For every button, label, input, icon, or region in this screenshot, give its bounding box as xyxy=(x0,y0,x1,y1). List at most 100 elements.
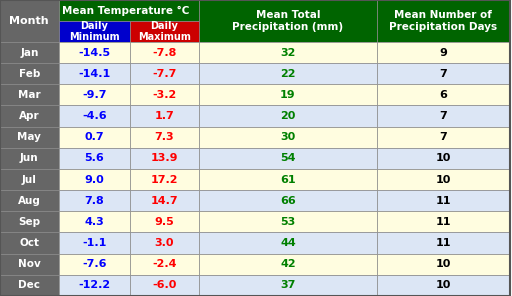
Text: 11: 11 xyxy=(436,196,451,206)
Text: 13.9: 13.9 xyxy=(151,153,178,163)
Bar xyxy=(58,190,130,211)
Text: 32: 32 xyxy=(280,48,295,57)
Bar xyxy=(130,84,199,105)
Bar xyxy=(199,232,377,254)
Bar xyxy=(130,211,199,232)
Text: 17.2: 17.2 xyxy=(151,175,178,185)
Bar xyxy=(58,0,199,21)
Bar xyxy=(58,127,130,148)
Bar xyxy=(199,211,377,232)
Text: 14.7: 14.7 xyxy=(151,196,178,206)
Text: -1.1: -1.1 xyxy=(82,238,106,248)
Bar xyxy=(0,169,58,190)
Bar xyxy=(130,127,199,148)
Bar xyxy=(377,63,509,84)
Bar xyxy=(377,211,509,232)
Bar xyxy=(58,148,130,169)
Bar xyxy=(377,190,509,211)
Text: 9.5: 9.5 xyxy=(155,217,174,227)
Text: Apr: Apr xyxy=(19,111,39,121)
Text: -3.2: -3.2 xyxy=(152,90,177,100)
Bar xyxy=(130,169,199,190)
Bar xyxy=(58,232,130,254)
Bar xyxy=(58,84,130,105)
Text: 10: 10 xyxy=(436,259,451,269)
Text: 37: 37 xyxy=(280,280,295,290)
Text: -6.0: -6.0 xyxy=(152,280,177,290)
Text: Daily
Maximum: Daily Maximum xyxy=(138,21,191,42)
Text: 7: 7 xyxy=(439,69,447,79)
Text: -2.4: -2.4 xyxy=(152,259,177,269)
Bar xyxy=(377,42,509,63)
Text: -14.1: -14.1 xyxy=(78,69,111,79)
Text: 44: 44 xyxy=(280,238,296,248)
Text: 9.0: 9.0 xyxy=(84,175,104,185)
Text: 10: 10 xyxy=(436,280,451,290)
Bar xyxy=(58,254,130,275)
Bar xyxy=(377,0,509,42)
Bar xyxy=(0,148,58,169)
Bar xyxy=(0,42,58,63)
Text: -7.6: -7.6 xyxy=(82,259,106,269)
Text: Month: Month xyxy=(10,16,49,26)
Bar xyxy=(130,42,199,63)
Text: Mean Total
Precipitation (mm): Mean Total Precipitation (mm) xyxy=(232,10,344,32)
Text: 61: 61 xyxy=(280,175,296,185)
Text: 7.3: 7.3 xyxy=(155,132,174,142)
Bar xyxy=(377,275,509,296)
Text: -4.6: -4.6 xyxy=(82,111,106,121)
Bar xyxy=(199,148,377,169)
Text: -14.5: -14.5 xyxy=(78,48,110,57)
Bar xyxy=(0,232,58,254)
Bar xyxy=(377,148,509,169)
Text: Jan: Jan xyxy=(20,48,38,57)
Text: Nov: Nov xyxy=(18,259,40,269)
Text: 0.7: 0.7 xyxy=(84,132,104,142)
Bar xyxy=(0,127,58,148)
Text: Mean Number of
Precipitation Days: Mean Number of Precipitation Days xyxy=(389,10,497,32)
Text: 54: 54 xyxy=(280,153,295,163)
Text: 22: 22 xyxy=(280,69,295,79)
Bar xyxy=(130,148,199,169)
Bar xyxy=(0,275,58,296)
Bar xyxy=(0,84,58,105)
Text: 7: 7 xyxy=(439,111,447,121)
Bar xyxy=(58,169,130,190)
Text: 9: 9 xyxy=(439,48,447,57)
Text: 4.3: 4.3 xyxy=(84,217,104,227)
Text: Dec: Dec xyxy=(18,280,40,290)
Bar xyxy=(377,232,509,254)
Text: Mar: Mar xyxy=(18,90,40,100)
Bar xyxy=(58,105,130,127)
Bar xyxy=(199,105,377,127)
Bar xyxy=(130,254,199,275)
Text: -12.2: -12.2 xyxy=(78,280,110,290)
Text: Jun: Jun xyxy=(20,153,38,163)
Text: Mean Temperature °C: Mean Temperature °C xyxy=(62,5,190,15)
Text: -7.8: -7.8 xyxy=(152,48,177,57)
Text: Daily
Minimum: Daily Minimum xyxy=(69,21,120,42)
Text: 6: 6 xyxy=(439,90,447,100)
Bar xyxy=(0,63,58,84)
Bar xyxy=(130,21,199,42)
Text: 10: 10 xyxy=(436,153,451,163)
Text: May: May xyxy=(17,132,41,142)
Bar xyxy=(199,169,377,190)
Text: 66: 66 xyxy=(280,196,296,206)
Text: 42: 42 xyxy=(280,259,296,269)
Bar xyxy=(0,211,58,232)
Text: 1.7: 1.7 xyxy=(155,111,174,121)
Bar xyxy=(199,127,377,148)
Bar xyxy=(0,105,58,127)
Bar xyxy=(199,42,377,63)
Bar xyxy=(130,275,199,296)
Text: 19: 19 xyxy=(280,90,296,100)
Bar xyxy=(130,63,199,84)
Bar xyxy=(0,0,58,42)
Text: 11: 11 xyxy=(436,217,451,227)
Text: Jul: Jul xyxy=(22,175,37,185)
Bar xyxy=(58,42,130,63)
Bar xyxy=(377,254,509,275)
Text: 53: 53 xyxy=(280,217,295,227)
Bar xyxy=(377,105,509,127)
